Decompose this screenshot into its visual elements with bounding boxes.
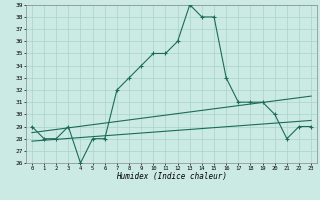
X-axis label: Humidex (Indice chaleur): Humidex (Indice chaleur) — [116, 172, 227, 181]
